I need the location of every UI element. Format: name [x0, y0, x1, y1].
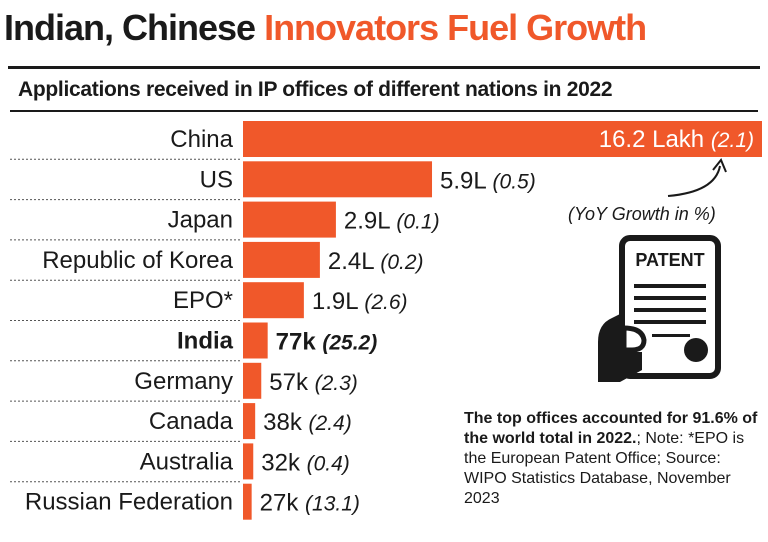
category-label: China: [170, 126, 233, 153]
value-label: 2.9L (0.1): [344, 208, 440, 235]
title-part-2: Innovators Fuel Growth: [264, 7, 647, 48]
value-label: 38k (2.4): [263, 409, 352, 436]
thumb-icon: [621, 325, 647, 353]
value-label: 32k (0.4): [261, 449, 350, 476]
category-label: Germany: [134, 368, 233, 395]
bar: [243, 322, 268, 359]
yoy-growth-annotation: (YoY Growth in %): [568, 204, 716, 224]
document-line: [634, 320, 706, 324]
value-label: 77k (25.2): [276, 329, 378, 356]
footnote: The top offices accounted for 91.6% of t…: [464, 409, 764, 509]
document-line: [634, 308, 706, 312]
document-line: [634, 296, 706, 300]
footnote-bold: The top offices accounted for 91.6% of t…: [464, 410, 758, 447]
bar: [243, 201, 336, 238]
chart-subtitle: Applications received in IP offices of d…: [18, 78, 613, 101]
annotation-arrowhead: [712, 158, 727, 173]
bar: [243, 121, 762, 157]
value-label: 5.9L (0.5): [440, 167, 536, 194]
subtitle-divider: [10, 110, 758, 112]
category-label: Russian Federation: [25, 489, 233, 516]
category-label: India: [177, 328, 234, 355]
category-label: Republic of Korea: [42, 247, 233, 274]
patent-document-icon: PATENT: [598, 235, 721, 382]
category-label: Australia: [140, 448, 234, 475]
bar: [243, 241, 320, 278]
patent-label: PATENT: [635, 250, 704, 270]
document-line: [652, 334, 690, 337]
bar: [243, 443, 254, 480]
seal-icon: [684, 338, 708, 362]
category-label: US: [200, 166, 233, 193]
value-label: 1.9L (2.6): [312, 288, 408, 315]
category-label: EPO*: [173, 287, 233, 314]
bar: [243, 161, 433, 198]
value-label: 2.4L (0.2): [328, 248, 424, 275]
chart-title: Indian, Chinese Innovators Fuel Growth: [4, 7, 647, 48]
bar: [243, 362, 262, 399]
value-label: 57k (2.3): [269, 369, 358, 396]
category-label: Japan: [168, 207, 233, 234]
footnote-text: ; Note: *EPO is the European Patent Offi…: [464, 430, 745, 507]
bar: [243, 282, 304, 319]
value-label: 16.2 Lakh (2.1): [599, 126, 754, 153]
title-divider: [8, 66, 760, 69]
category-label: Canada: [149, 408, 234, 435]
hand-icon: [598, 312, 642, 382]
document-line: [634, 284, 706, 288]
value-label: 27k (13.1): [260, 490, 360, 517]
bar: [243, 483, 252, 520]
title-part-1: Indian, Chinese: [4, 7, 256, 48]
bar: [243, 403, 256, 440]
annotation-arrow: [667, 165, 721, 197]
